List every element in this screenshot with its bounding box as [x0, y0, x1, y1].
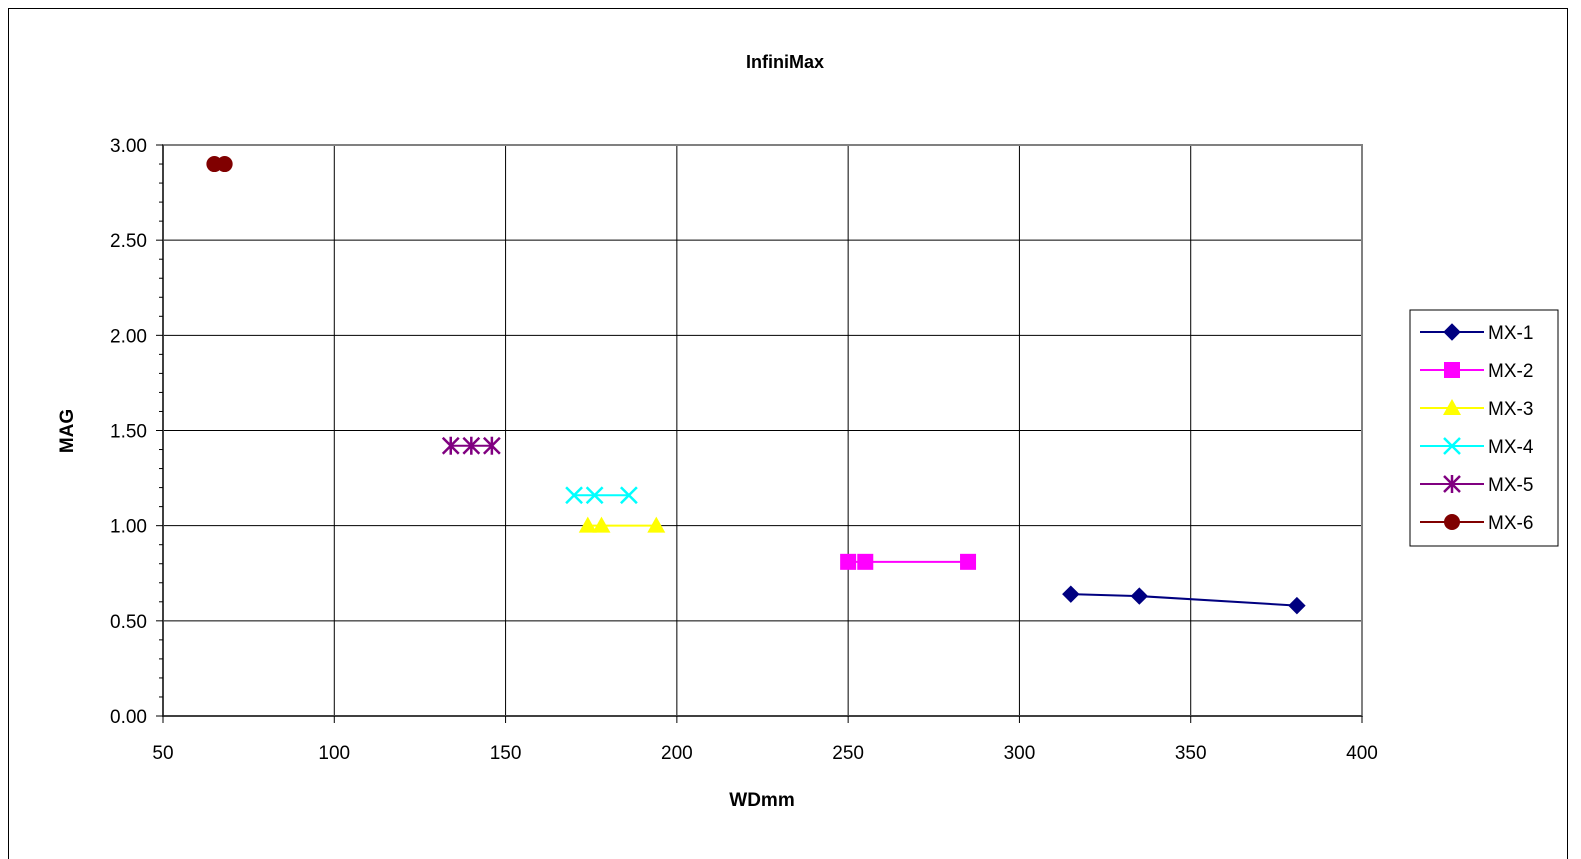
data-point	[441, 436, 460, 455]
data-point	[216, 156, 233, 173]
y-axis-title: MAG	[57, 409, 78, 453]
legend-box	[1409, 309, 1559, 547]
data-point	[578, 516, 597, 533]
legend-item: MX-2	[1420, 361, 1533, 382]
y-tick-label: 3.00	[110, 136, 147, 157]
marker-stroke	[1443, 437, 1461, 455]
series-line	[1070, 593, 1297, 607]
grid	[162, 144, 1363, 717]
data-point	[482, 436, 501, 455]
legend-label: MX-1	[1488, 323, 1533, 344]
legend-label: MX-4	[1488, 437, 1534, 458]
data-point	[1130, 587, 1149, 605]
series-mx-1	[1062, 585, 1306, 615]
marker-stroke	[620, 486, 638, 505]
data-point	[462, 436, 481, 455]
series-mx-3	[578, 516, 666, 533]
legend-item: MX-1	[1420, 323, 1533, 344]
data-point	[1443, 323, 1461, 341]
x-tick-label: 200	[661, 743, 693, 764]
y-tick-label: 1.00	[110, 517, 147, 538]
data-point	[1062, 585, 1080, 603]
data-point	[565, 486, 583, 505]
marker-stroke	[585, 486, 604, 505]
x-tick-label: 150	[490, 743, 522, 764]
data-point	[1444, 362, 1460, 378]
legend-label: MX-6	[1488, 513, 1533, 534]
x-tick-label: 350	[1175, 743, 1207, 764]
data-point	[1443, 399, 1461, 415]
data-point	[647, 516, 666, 533]
x-tick-label: 100	[318, 743, 350, 764]
data-point	[857, 553, 874, 570]
chart-title: InfiniMax	[746, 52, 824, 72]
series-mx-2	[840, 553, 977, 570]
series-layer	[206, 156, 1306, 615]
x-tick-label: 50	[152, 743, 173, 764]
data-point	[620, 486, 638, 505]
x-tick-label: 400	[1346, 743, 1378, 764]
series-mx-5	[441, 436, 501, 455]
data-point	[960, 553, 977, 570]
legend-label: MX-2	[1488, 361, 1533, 382]
y-tick-label: 0.50	[110, 612, 147, 633]
series-mx-4	[565, 486, 638, 505]
legend-item: MX-4	[1420, 437, 1534, 458]
data-point	[585, 486, 604, 505]
y-tick-label: 1.50	[110, 422, 147, 443]
y-tick-label: 2.00	[110, 326, 147, 347]
data-point	[1443, 475, 1461, 493]
legend-item: MX-5	[1420, 475, 1533, 496]
legend-label: MX-5	[1488, 475, 1533, 496]
x-axis-title: WDmm	[729, 790, 794, 811]
x-tick-label: 300	[1004, 743, 1036, 764]
data-point	[1444, 514, 1460, 530]
series-mx-6	[206, 156, 233, 173]
data-point	[840, 553, 857, 570]
data-point	[1443, 437, 1461, 455]
marker-stroke	[565, 486, 583, 505]
legend-item: MX-3	[1420, 399, 1533, 420]
x-tick-label: 250	[832, 743, 864, 764]
axes: 0.00 0.50 1.00 1.50 2.00 2.50 3.00 50 100 150 200 2…	[110, 136, 1378, 764]
data-point	[1288, 596, 1306, 615]
legend-label: MX-3	[1488, 399, 1533, 420]
y-tick-label: 0.00	[110, 707, 147, 728]
chart-area	[8, 8, 1568, 859]
y-tick-label: 2.50	[110, 231, 147, 252]
data-point	[592, 516, 611, 533]
legend: MX-1 MX-2 MX-3 MX-4 MX-5 MX-6	[1409, 309, 1559, 547]
legend-item: MX-6	[1420, 513, 1533, 534]
